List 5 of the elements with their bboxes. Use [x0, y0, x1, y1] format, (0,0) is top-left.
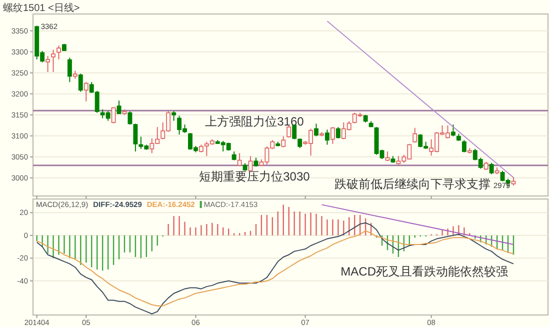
- ref-line-label: 短期重要压力位3030: [199, 169, 310, 184]
- ref-line-label: 上方强阻力位3160: [205, 114, 304, 129]
- chart-title: 螺纹1501 <日线>: [3, 2, 80, 14]
- annotation: 跌破前低后继续向下寻求支撑: [334, 177, 491, 191]
- annotation: MACD死叉且看跌动能依然较强: [340, 264, 508, 279]
